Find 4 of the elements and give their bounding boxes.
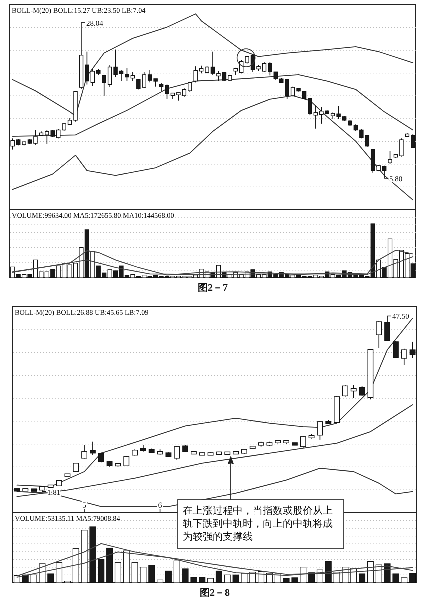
- annotation: 在上涨过程中，当指数或股价从上轨下跌到中轨时，向上的中轨将成为较强的支撑线: [183, 505, 333, 543]
- x-tick-label: 5: [82, 501, 87, 510]
- caption: 图2－7: [198, 283, 228, 294]
- caption: 图2－8: [200, 588, 230, 599]
